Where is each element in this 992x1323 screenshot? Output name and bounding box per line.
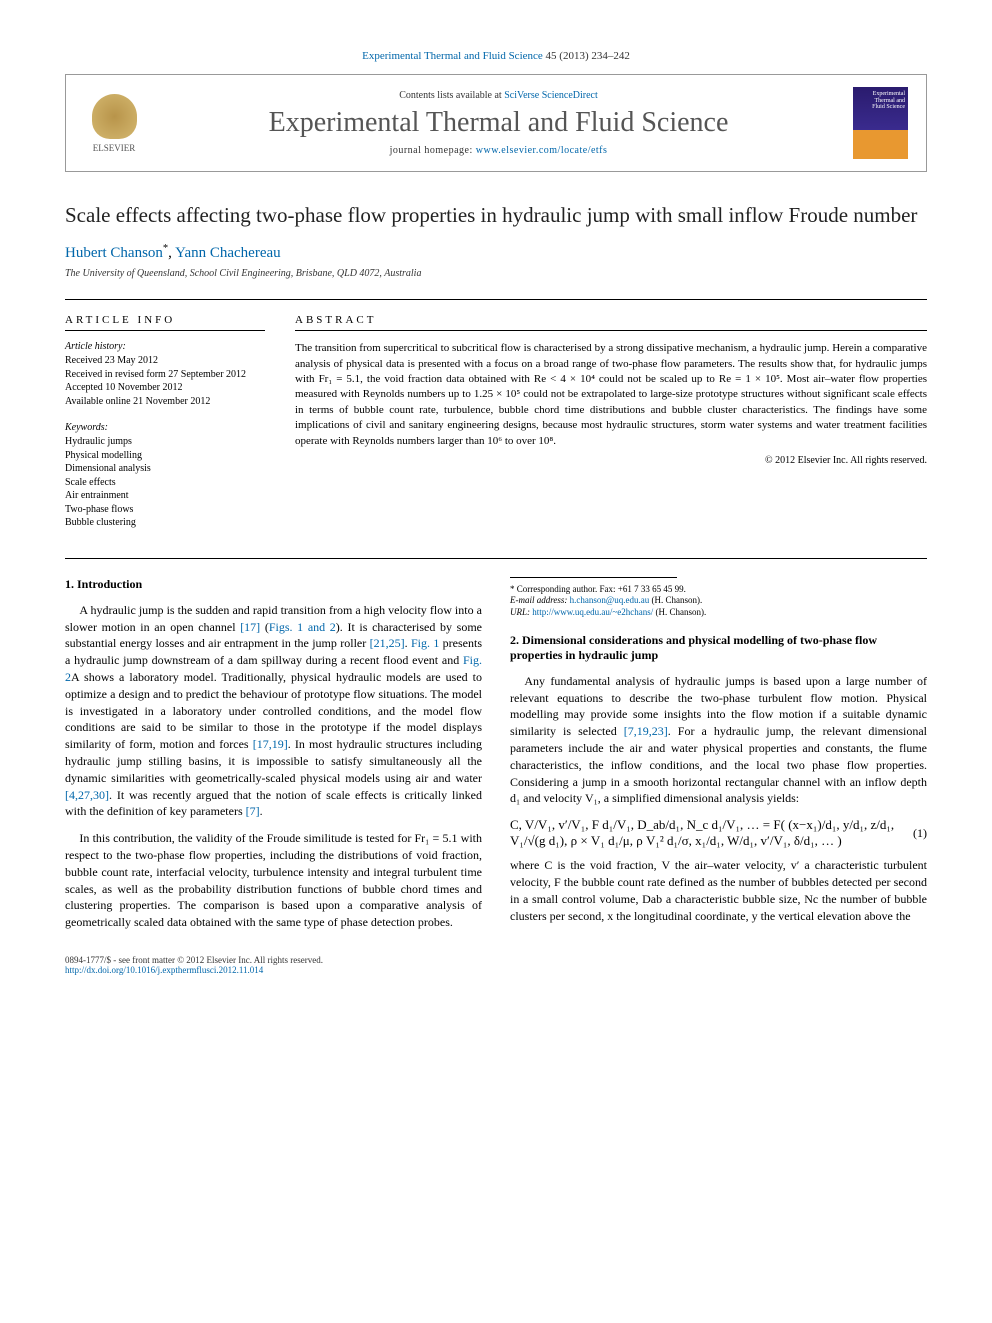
body-separator	[65, 558, 927, 559]
abstract-copyright: © 2012 Elsevier Inc. All rights reserved…	[295, 455, 927, 466]
keyword-3: Dimensional analysis	[65, 462, 265, 476]
page: Experimental Thermal and Fluid Science 4…	[0, 0, 992, 1025]
url-footnote: URL: http://www.uq.edu.au/~e2hchans/ (H.…	[510, 607, 927, 619]
s1-para-2: In this contribution, the validity of th…	[65, 830, 482, 931]
corresponding-footnote: * Corresponding author. Fax: +61 7 33 65…	[510, 584, 927, 596]
body-columns: 1. Introduction A hydraulic jump is the …	[65, 577, 927, 941]
author-url-link[interactable]: http://www.uq.edu.au/~e2hchans/	[532, 607, 653, 617]
s2-para-2: where C is the void fraction, V the air–…	[510, 857, 927, 924]
header-center: Contents lists available at SciVerse Sci…	[162, 90, 835, 156]
journal-cover-thumbnail[interactable]: Experimental Thermal and Fluid Science	[853, 87, 908, 159]
email-label: E-mail address:	[510, 595, 567, 605]
publication-reference: Experimental Thermal and Fluid Science 4…	[65, 50, 927, 62]
ref-link[interactable]: [7,19,23]	[624, 724, 668, 738]
journal-title: Experimental Thermal and Fluid Science	[162, 107, 835, 139]
journal-header-box: ELSEVIER Contents lists available at Sci…	[65, 74, 927, 172]
journal-name-link[interactable]: Experimental Thermal and Fluid Science	[362, 50, 543, 62]
sciencedirect-link[interactable]: SciVerse ScienceDirect	[504, 90, 598, 101]
issn-line: 0894-1777/$ - see front matter © 2012 El…	[65, 955, 927, 965]
s2-para-1: Any fundamental analysis of hydraulic ju…	[510, 673, 927, 807]
history-received: Received 23 May 2012	[65, 354, 265, 368]
keyword-4: Scale effects	[65, 476, 265, 490]
ref-link[interactable]: [4,27,30]	[65, 788, 109, 802]
abstract-text: The transition from supercritical to sub…	[295, 341, 927, 449]
abstract-heading: ABSTRACT	[295, 314, 927, 331]
contents-prefix: Contents lists available at	[399, 90, 501, 101]
bottom-meta: 0894-1777/$ - see front matter © 2012 El…	[65, 955, 927, 975]
contents-line: Contents lists available at SciVerse Sci…	[162, 90, 835, 101]
history-accepted: Accepted 10 November 2012	[65, 381, 265, 395]
s1-para-1: A hydraulic jump is the sudden and rapid…	[65, 602, 482, 820]
affiliation: The University of Queensland, School Civ…	[65, 268, 927, 279]
doi-link[interactable]: http://dx.doi.org/10.1016/j.expthermflus…	[65, 965, 263, 975]
ref-link[interactable]: [17,19]	[253, 737, 288, 751]
elsevier-tree-icon	[92, 94, 137, 139]
history-label: Article history:	[65, 341, 265, 352]
section-2-heading: 2. Dimensional considerations and physic…	[510, 633, 927, 663]
authors: Hubert Chanson*, Yann Chachereau	[65, 243, 927, 262]
history-revised: Received in revised form 27 September 20…	[65, 368, 265, 382]
keyword-2: Physical modelling	[65, 449, 265, 463]
author-2[interactable]: Yann Chachereau	[175, 245, 281, 261]
elsevier-logo[interactable]: ELSEVIER	[84, 88, 144, 158]
equation-1: C, V/V₁, v′/V₁, F d₁/V₁, D_ab/d₁, N_c d₁…	[510, 817, 927, 849]
history-online: Available online 21 November 2012	[65, 395, 265, 409]
keywords-label: Keywords:	[65, 422, 265, 433]
author-1[interactable]: Hubert Chanson	[65, 245, 163, 261]
article-info: ARTICLE INFO Article history: Received 2…	[65, 314, 265, 530]
email-link[interactable]: h.chanson@uq.edu.au	[570, 595, 650, 605]
keyword-5: Air entrainment	[65, 489, 265, 503]
homepage-line: journal homepage: www.elsevier.com/locat…	[162, 145, 835, 156]
section-1-heading: 1. Introduction	[65, 577, 482, 592]
elsevier-label: ELSEVIER	[93, 143, 136, 153]
ref-link[interactable]: [7]	[246, 804, 260, 818]
email-footnote: E-mail address: h.chanson@uq.edu.au (H. …	[510, 595, 927, 607]
info-abstract-row: ARTICLE INFO Article history: Received 2…	[65, 299, 927, 530]
vol-pages: 45 (2013) 234–242	[546, 50, 630, 62]
footnote-separator	[510, 577, 677, 578]
equation-number: (1)	[913, 826, 927, 841]
equation-body: C, V/V₁, v′/V₁, F d₁/V₁, D_ab/d₁, N_c d₁…	[510, 817, 905, 849]
fig-link[interactable]: Fig. 1	[411, 636, 439, 650]
article-info-heading: ARTICLE INFO	[65, 314, 265, 331]
fig-link[interactable]: Figs. 1 and 2	[269, 620, 336, 634]
keyword-7: Bubble clustering	[65, 516, 265, 530]
keyword-1: Hydraulic jumps	[65, 435, 265, 449]
ref-link[interactable]: [21,25]	[370, 636, 405, 650]
homepage-prefix: journal homepage:	[390, 145, 473, 156]
ref-link[interactable]: [17]	[240, 620, 260, 634]
url-label: URL:	[510, 607, 530, 617]
keyword-6: Two-phase flows	[65, 503, 265, 517]
homepage-url[interactable]: www.elsevier.com/locate/etfs	[476, 145, 608, 156]
cover-text: Experimental Thermal and Fluid Science	[872, 91, 905, 111]
abstract-col: ABSTRACT The transition from supercritic…	[295, 314, 927, 530]
article-title: Scale effects affecting two-phase flow p…	[65, 202, 927, 229]
